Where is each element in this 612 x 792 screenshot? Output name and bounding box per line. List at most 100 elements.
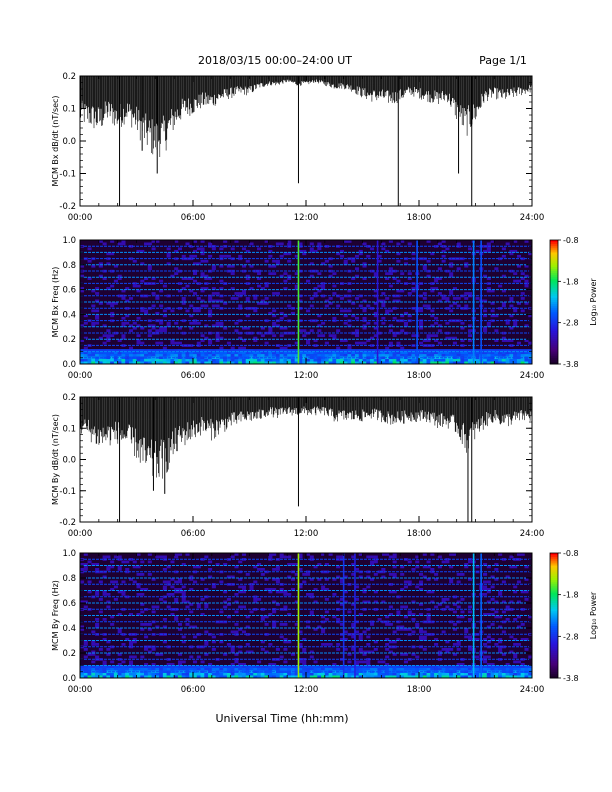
spectrogram-cell — [283, 252, 288, 256]
bx-dbdt-panel: 00:00 06:00 12:00 18:00 24:000.20.10.0-0.1-0… — [51, 72, 544, 223]
spectrogram-cell — [102, 673, 107, 676]
spectrogram-cell — [347, 351, 352, 355]
spectrogram-cell — [449, 553, 454, 556]
spectrogram-cell — [200, 252, 205, 256]
spectrogram-cell — [170, 578, 175, 581]
spectrogram-cell — [290, 354, 295, 357]
spectrogram-cell — [528, 341, 533, 345]
spectrogram-cell — [219, 580, 224, 584]
x-tick-label: 12:00 — [294, 529, 319, 539]
spectrogram-cell — [200, 259, 205, 263]
spectrogram-cell — [279, 346, 284, 350]
spectrogram-cell — [181, 344, 186, 347]
colorbar-step — [550, 262, 558, 266]
spectrogram-cell — [452, 673, 457, 676]
spectrogram-cell — [475, 655, 480, 659]
spectrogram-cell — [166, 580, 171, 584]
spectrogram-cell — [332, 354, 337, 357]
spectrogram-cell — [513, 585, 518, 589]
spectrogram-cell — [381, 242, 386, 246]
x-tick-label: 00:00 — [68, 213, 93, 223]
spectrogram-cell — [373, 349, 378, 352]
spectrogram-cell — [102, 324, 107, 328]
spectrogram-cell — [245, 573, 250, 576]
spectrogram-cell — [193, 565, 198, 569]
spectrogram-cell — [302, 638, 307, 641]
colorbar-step — [550, 598, 558, 602]
spectrogram-cell — [193, 665, 198, 669]
spectrogram-cell — [102, 638, 107, 641]
spectrogram-cell — [102, 351, 107, 355]
spectrogram-cell — [426, 565, 431, 569]
spectrogram-cell — [464, 675, 469, 679]
spectrogram-cell — [260, 349, 265, 352]
spectrogram-cell — [434, 334, 439, 338]
spectrogram-cell — [452, 665, 457, 669]
spectrogram-cell — [287, 675, 292, 679]
spectrogram-cell — [437, 673, 442, 676]
spectrogram-cell — [494, 568, 499, 571]
spectrogram-cell — [193, 361, 198, 365]
spectrogram-cell — [302, 329, 307, 333]
spectrogram-cell — [437, 324, 442, 328]
spectrogram-cell — [509, 359, 514, 362]
spectrogram-cell — [347, 361, 352, 365]
spectrogram-cell — [426, 590, 431, 594]
spectrogram-cell — [524, 339, 529, 342]
spectrogram-cell — [415, 585, 420, 589]
spectrogram-cell — [354, 274, 360, 278]
spectrogram-cell — [332, 615, 337, 619]
spectrogram-cell — [223, 361, 228, 365]
spectrogram-cell — [343, 673, 348, 676]
spectrogram-cell — [449, 565, 454, 569]
spectrogram-cell — [245, 259, 250, 263]
spectrogram-cell — [302, 573, 307, 576]
spectrogram-cell — [373, 590, 378, 594]
spectrogram-cell — [106, 262, 111, 266]
spectrogram-cell — [415, 655, 420, 659]
spectrogram-cell — [309, 578, 314, 581]
spectrogram-cell — [460, 349, 465, 352]
spectrogram-cell — [437, 299, 442, 303]
spectrogram-cell — [290, 665, 295, 669]
spectrogram-cell — [494, 600, 499, 604]
spectrogram-cell — [313, 660, 318, 664]
spectrogram-cell — [249, 665, 254, 669]
x-tick-label: 18:00 — [407, 529, 432, 539]
spectrogram-cell — [509, 297, 514, 300]
spectrogram-cell — [483, 668, 488, 671]
spectrogram-cell — [407, 292, 412, 295]
spectrogram-cell — [87, 560, 92, 564]
spectrogram-cell — [110, 665, 115, 669]
spectrogram-cell — [354, 341, 360, 345]
spectrogram-cell — [147, 267, 152, 271]
spectrogram-cell — [467, 351, 473, 355]
spectrogram-cell — [437, 565, 442, 569]
spectrogram-cell — [144, 635, 149, 639]
spectrogram-cell — [407, 359, 412, 362]
spectrogram-cell — [396, 259, 401, 263]
spectrogram-cell — [520, 665, 525, 669]
spectrogram-cell — [272, 663, 277, 666]
spectrogram-cell — [80, 563, 85, 566]
spectrogram-cell — [370, 650, 375, 654]
spectrogram-cell — [117, 242, 122, 246]
spectrogram-cell — [317, 578, 322, 581]
spectrogram-cell — [234, 351, 239, 355]
spectrogram-cell — [321, 321, 326, 325]
spectrogram-cell — [253, 306, 258, 310]
spectrogram-cell — [208, 341, 213, 345]
spectrogram-cell — [388, 267, 393, 271]
spectrogram-cell — [177, 663, 182, 666]
spectrogram-cell — [185, 623, 190, 626]
spectrogram-cell — [215, 349, 220, 352]
spectrogram-cell — [215, 299, 220, 303]
spectrogram-cell — [486, 590, 491, 594]
spectrogram-cell — [332, 668, 337, 671]
spectrogram-cell — [437, 267, 442, 271]
colorbar-step — [550, 661, 558, 664]
spectrogram-cell — [419, 326, 424, 330]
spectrogram-cell — [189, 670, 194, 674]
colorbar-step — [550, 628, 558, 631]
spectrogram-cell — [241, 588, 247, 591]
